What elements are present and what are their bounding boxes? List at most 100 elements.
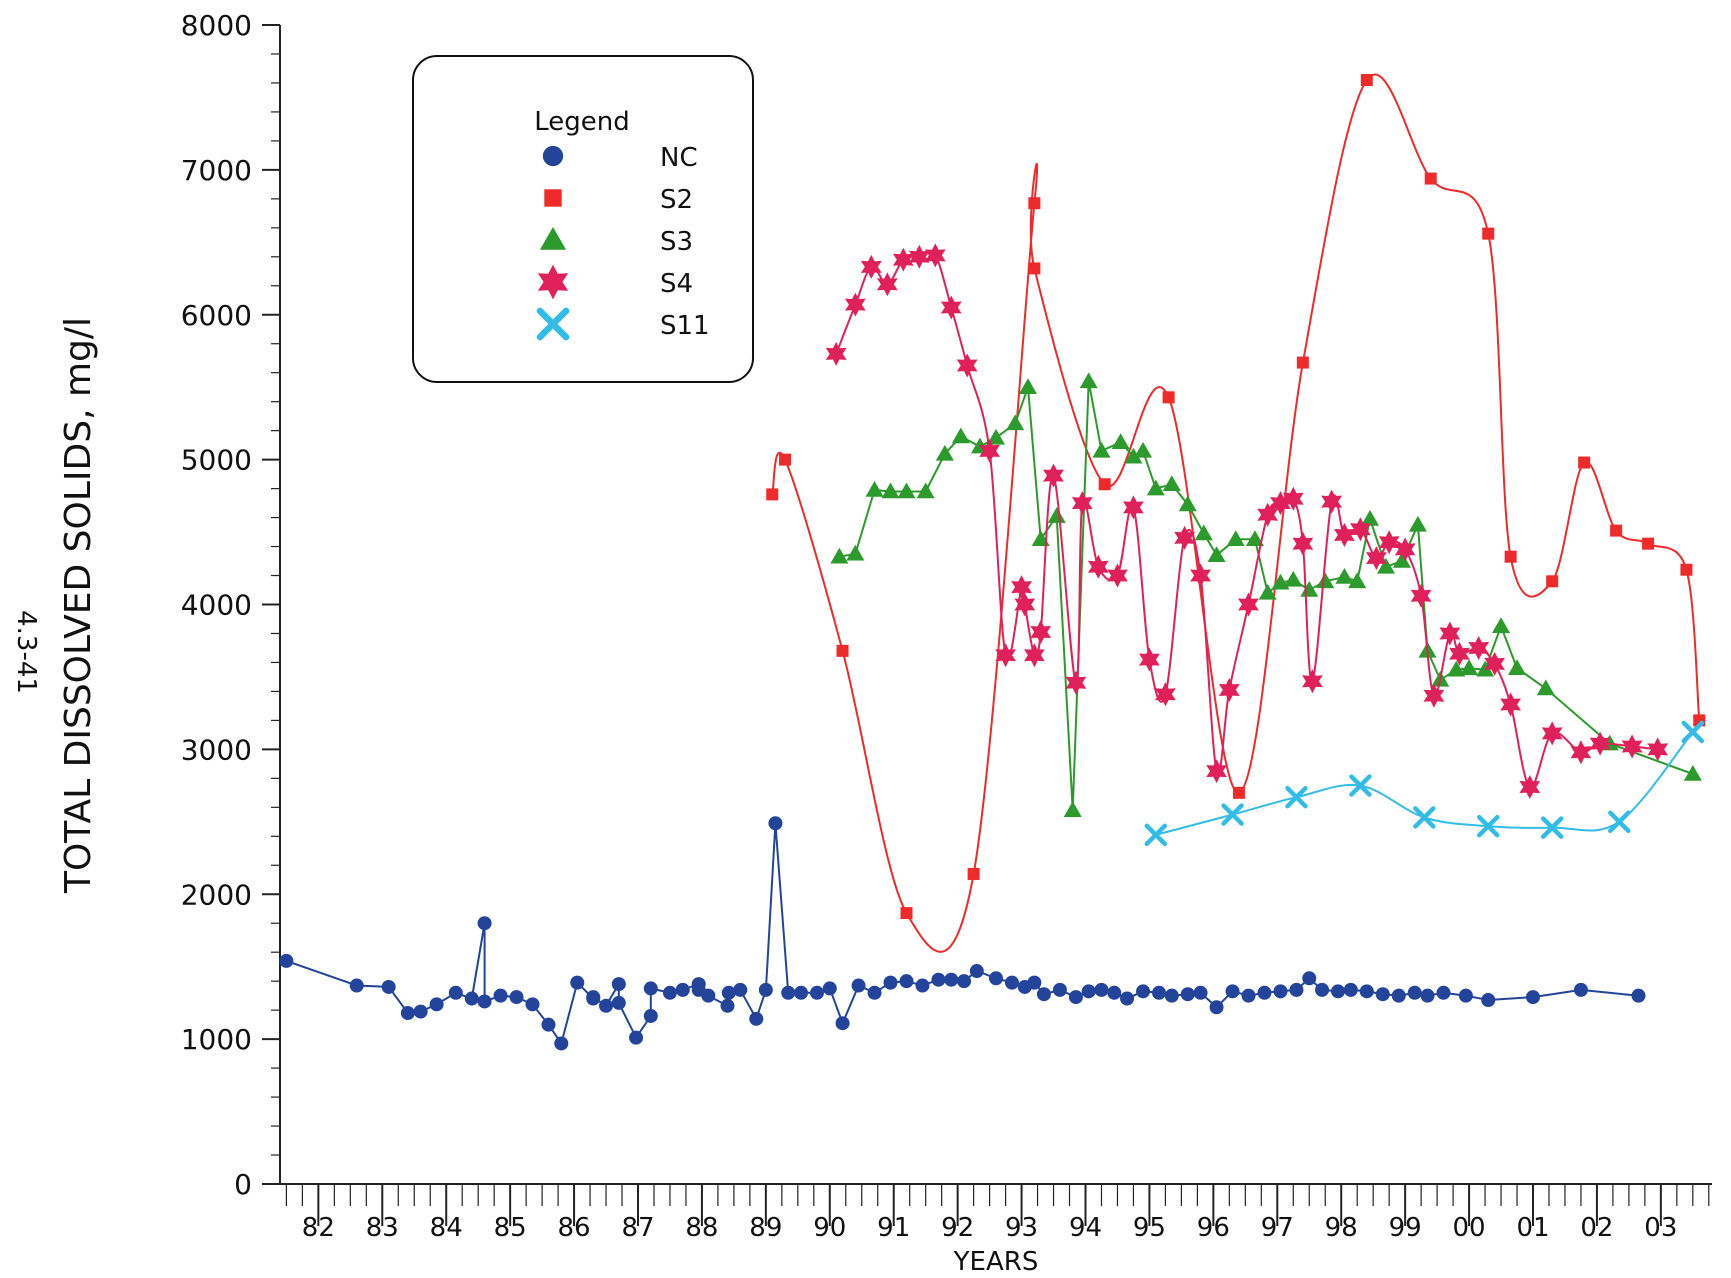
legend-marker-s2 bbox=[544, 189, 562, 207]
data-point-s4 bbox=[1541, 721, 1563, 746]
data-point-nc bbox=[554, 1036, 569, 1051]
data-point-nc bbox=[1027, 975, 1042, 990]
data-point-s3 bbox=[846, 544, 865, 561]
data-point-nc bbox=[768, 816, 783, 831]
data-point-s2 bbox=[967, 867, 980, 880]
page-number: 4.3-41 bbox=[11, 610, 41, 694]
legend-entries: NC S2 S3 S4 S11 bbox=[536, 143, 710, 341]
data-point-s2 bbox=[1296, 356, 1309, 369]
data-point-s4 bbox=[1394, 537, 1416, 562]
series-s2 bbox=[766, 73, 1706, 953]
legend-label-s2: S2 bbox=[660, 185, 693, 215]
data-point-s4 bbox=[1030, 620, 1052, 644]
data-point-s3 bbox=[1492, 617, 1511, 633]
data-point-s3 bbox=[1162, 475, 1181, 492]
data-point-s3 bbox=[1006, 414, 1025, 431]
data-point-s3 bbox=[1111, 433, 1130, 449]
data-point-s4 bbox=[1218, 678, 1240, 702]
data-point-s4 bbox=[1570, 740, 1592, 765]
y-tick-label: 4000 bbox=[181, 589, 252, 622]
data-point-s3 bbox=[1360, 510, 1379, 526]
data-point-s3 bbox=[1476, 660, 1495, 677]
data-point-s3 bbox=[1124, 447, 1143, 464]
series-line-s4 bbox=[835, 250, 1658, 789]
data-point-nc bbox=[400, 1006, 415, 1021]
x-tick-label: 87 bbox=[621, 1213, 654, 1243]
data-point-nc bbox=[1375, 987, 1390, 1002]
data-point-s4 bbox=[892, 247, 914, 272]
y-tick-label: 2000 bbox=[181, 878, 252, 911]
data-point-s11 bbox=[1285, 785, 1308, 809]
data-point-s3 bbox=[1194, 524, 1213, 541]
x-tick-label: 84 bbox=[430, 1213, 463, 1243]
data-point-nc bbox=[701, 988, 716, 1003]
data-point-nc bbox=[1359, 984, 1374, 999]
data-point-s4 bbox=[1257, 502, 1279, 527]
data-point-s4 bbox=[876, 272, 898, 297]
data-point-s3 bbox=[1134, 441, 1153, 458]
data-point-s2 bbox=[1028, 262, 1041, 275]
series-s3 bbox=[830, 372, 1702, 817]
y-tick-label: 6000 bbox=[181, 299, 252, 332]
y-ticks: 0 1000 2000 3000 4000 5000 6000 7000 8000 bbox=[181, 9, 280, 1201]
data-point-s4 bbox=[1087, 554, 1109, 579]
x-tick-label: 86 bbox=[558, 1213, 591, 1243]
data-point-nc bbox=[1315, 982, 1330, 997]
data-point-s3 bbox=[951, 427, 970, 444]
legend-marker-s4 bbox=[537, 264, 569, 300]
legend-entry-s3: S3 bbox=[539, 226, 693, 257]
data-point-s2 bbox=[1028, 197, 1041, 210]
data-point-nc bbox=[611, 995, 626, 1010]
data-point-s3 bbox=[1348, 572, 1367, 589]
y-tick-label: 8000 bbox=[181, 9, 252, 42]
data-point-nc bbox=[1407, 985, 1422, 1000]
x-tick-label: 93 bbox=[1005, 1213, 1038, 1243]
data-point-nc bbox=[448, 985, 463, 1000]
data-point-s4 bbox=[1071, 491, 1093, 516]
data-point-s4 bbox=[1024, 643, 1045, 668]
data-point-s4 bbox=[1449, 641, 1470, 666]
data-point-s4 bbox=[1270, 491, 1291, 516]
legend-marker-nc bbox=[542, 145, 564, 167]
data-point-s2 bbox=[1504, 550, 1517, 563]
data-point-s4 bbox=[860, 254, 882, 279]
data-point-nc bbox=[629, 1030, 644, 1045]
x-tick-label: 02 bbox=[1580, 1213, 1613, 1243]
data-point-s11 bbox=[1681, 720, 1705, 744]
x-tick-label: 01 bbox=[1516, 1213, 1549, 1243]
data-point-s3 bbox=[1207, 546, 1226, 562]
data-point-s4 bbox=[1282, 486, 1304, 511]
data-point-s4 bbox=[845, 292, 866, 317]
data-point-nc bbox=[915, 978, 930, 993]
data-point-nc bbox=[1391, 988, 1406, 1003]
data-point-s3 bbox=[1300, 581, 1319, 597]
x-tick-label: 99 bbox=[1389, 1213, 1422, 1243]
x-tick-label: 91 bbox=[877, 1213, 910, 1243]
data-point-s4 bbox=[1043, 463, 1064, 488]
data-point-s11 bbox=[1221, 803, 1244, 826]
data-point-s4 bbox=[1155, 682, 1176, 707]
data-point-nc bbox=[989, 971, 1003, 986]
data-point-nc bbox=[643, 1008, 658, 1023]
data-point-s4 bbox=[1139, 647, 1160, 672]
data-point-nc bbox=[1152, 985, 1167, 1000]
x-tick-label: 94 bbox=[1069, 1213, 1102, 1243]
data-point-s3 bbox=[1683, 765, 1702, 781]
data-point-nc bbox=[1573, 982, 1588, 997]
data-point-s2 bbox=[779, 453, 792, 466]
data-point-nc bbox=[525, 997, 540, 1012]
data-point-nc bbox=[662, 985, 677, 1000]
data-point-nc bbox=[464, 991, 479, 1006]
data-point-s4 bbox=[1366, 546, 1387, 571]
data-point-nc bbox=[1107, 985, 1122, 1000]
data-point-s3 bbox=[1092, 441, 1111, 458]
legend-marker-s3 bbox=[539, 226, 567, 250]
x-tick-label: 95 bbox=[1133, 1213, 1166, 1243]
data-point-nc bbox=[1273, 984, 1288, 999]
data-point-nc bbox=[1081, 984, 1096, 999]
data-point-s4 bbox=[1065, 670, 1087, 695]
data-point-nc bbox=[1136, 984, 1151, 999]
data-point-nc bbox=[721, 985, 736, 1000]
data-point-s2 bbox=[1482, 227, 1495, 240]
